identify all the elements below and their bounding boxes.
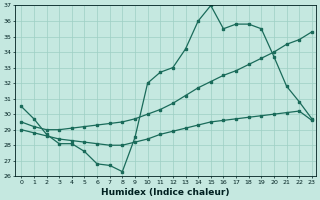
X-axis label: Humidex (Indice chaleur): Humidex (Indice chaleur) xyxy=(101,188,229,197)
